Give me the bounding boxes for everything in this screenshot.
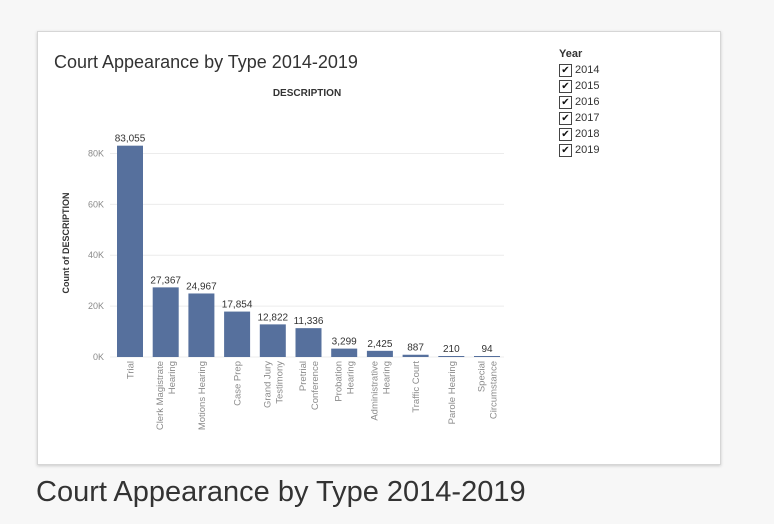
bar-value-label: 94 <box>481 344 493 355</box>
x-category-label-line: Probation <box>334 361 345 402</box>
chart-card: Court Appearance by Type 2014-2019 DESCR… <box>37 31 721 465</box>
y-tick-label: 60K <box>88 199 104 209</box>
x-category-label: Pretrial Conference <box>298 361 321 410</box>
bar-value-label: 3,299 <box>332 337 357 348</box>
bar-value-label: 2,425 <box>367 339 392 350</box>
legend-checkbox-2014[interactable]: ✔ <box>559 63 572 77</box>
legend-label: 2014 <box>575 64 600 76</box>
bar-value-label: 17,854 <box>222 300 253 311</box>
x-category-label-line: Pretrial <box>298 361 309 391</box>
x-category-label-line: Hearing <box>167 361 178 394</box>
x-category-label: Grand Jury Testimony <box>262 361 285 408</box>
year-legend: Year ✔ 2014 ✔ 2015 ✔ 2016 ✔ 2017 ✔ 2018 ✔ 2019 <box>559 48 639 158</box>
x-category-label: Trial <box>126 361 137 379</box>
legend-label: 2018 <box>575 128 600 140</box>
x-category-label-line: Special <box>477 361 488 392</box>
x-category-label: Parole Hearing <box>447 361 458 424</box>
bar <box>295 328 322 357</box>
bar-value-label: 27,367 <box>150 275 181 286</box>
x-category-label: Clerk Magistrate Hearing <box>155 361 178 430</box>
legend-item-2017[interactable]: ✔ 2017 <box>559 110 639 126</box>
bar <box>117 145 143 357</box>
y-tick-label: 20K <box>88 301 104 311</box>
legend-title: Year <box>559 48 583 60</box>
x-category-label-line: Hearing <box>346 361 357 394</box>
x-category-label-line: Case Prep <box>233 361 244 406</box>
legend-checkbox-2015[interactable]: ✔ <box>559 79 572 93</box>
page-caption: Court Appearance by Type 2014-2019 <box>36 476 526 508</box>
bar-chart: DESCRIPTION 0K 20K 40K 60K 80K Count of DESCRI… <box>61 88 504 430</box>
bar <box>259 324 286 357</box>
bar <box>438 356 465 357</box>
x-category-label-line: Motions Hearing <box>197 361 208 430</box>
legend-item-2018[interactable]: ✔ 2018 <box>559 126 639 142</box>
x-category-label-line: Circumstance <box>489 361 500 419</box>
x-category-label: Traffic Court <box>411 361 422 413</box>
legend-label: 2016 <box>575 96 600 108</box>
legend-item-2014[interactable]: ✔ 2014 <box>559 62 639 78</box>
bar <box>366 350 393 357</box>
legend-label: 2015 <box>575 80 600 92</box>
legend-item-2015[interactable]: ✔ 2015 <box>559 78 639 94</box>
x-category-label-line: Clerk Magistrate <box>155 361 166 430</box>
legend-label: 2017 <box>575 112 600 124</box>
legend-checkbox-2016[interactable]: ✔ <box>559 95 572 109</box>
bar <box>152 287 179 357</box>
legend-checkbox-2019[interactable]: ✔ <box>559 143 572 157</box>
y-tick-label: 80K <box>88 148 104 158</box>
bar <box>188 293 215 357</box>
bar-value-label: 210 <box>443 344 460 355</box>
bar-value-label: 24,967 <box>186 281 217 292</box>
bar-value-label: 887 <box>407 343 424 354</box>
x-category-label-line: Grand Jury <box>262 361 273 408</box>
legend-checkbox-2018[interactable]: ✔ <box>559 127 572 141</box>
x-category-label-line: Testimony <box>274 361 285 404</box>
x-category-label-line: Administrative <box>369 361 380 421</box>
bar <box>224 311 251 357</box>
bar-value-label: 83,055 <box>115 134 146 145</box>
legend-item-2016[interactable]: ✔ 2016 <box>559 94 639 110</box>
legend-label: 2019 <box>575 144 600 156</box>
legend-checkbox-2017[interactable]: ✔ <box>559 111 572 125</box>
x-category-label-line: Parole Hearing <box>447 361 458 424</box>
legend-item-2019[interactable]: ✔ 2019 <box>559 142 639 158</box>
bar <box>331 348 358 357</box>
legend-items: ✔ 2014 ✔ 2015 ✔ 2016 ✔ 2017 ✔ 2018 ✔ 2019 <box>559 62 639 158</box>
x-category-label: Case Prep <box>233 361 244 406</box>
bar <box>474 356 500 357</box>
bar <box>402 354 429 357</box>
x-category-label: Probation Hearing <box>334 361 357 402</box>
x-category-label-line: Traffic Court <box>411 361 422 413</box>
bar-value-label: 11,336 <box>294 316 324 327</box>
chart-title: Court Appearance by Type 2014-2019 <box>54 52 358 72</box>
x-category-label-line: Trial <box>126 361 137 379</box>
bar-value-label: 12,822 <box>258 312 289 323</box>
column-header: DESCRIPTION <box>273 88 341 99</box>
x-category-label: Special Circumstance <box>477 361 500 419</box>
x-category-label: Administrative Hearing <box>369 361 392 421</box>
x-category-label-line: Conference <box>310 361 321 410</box>
y-axis-label: Count of DESCRIPTION <box>61 193 71 294</box>
x-category-label-line: Hearing <box>381 361 392 394</box>
y-tick-label: 0K <box>93 352 104 362</box>
y-tick-label: 40K <box>88 250 104 260</box>
x-category-label: Motions Hearing <box>197 361 208 430</box>
